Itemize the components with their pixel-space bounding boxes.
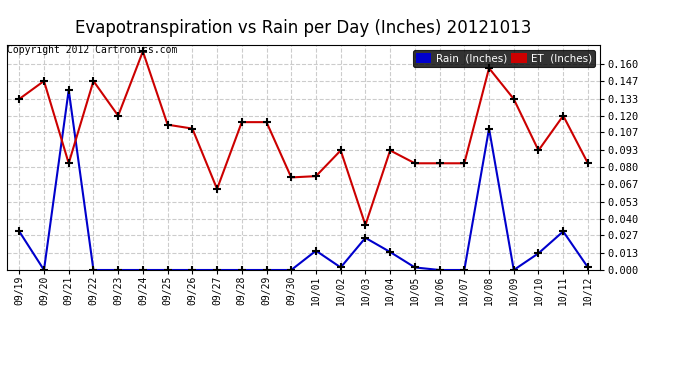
Text: Evapotranspiration vs Rain per Day (Inches) 20121013: Evapotranspiration vs Rain per Day (Inch… bbox=[75, 19, 532, 37]
Text: Copyright 2012 Cartronics.com: Copyright 2012 Cartronics.com bbox=[7, 45, 177, 55]
Legend: Rain  (Inches), ET  (Inches): Rain (Inches), ET (Inches) bbox=[413, 50, 595, 67]
